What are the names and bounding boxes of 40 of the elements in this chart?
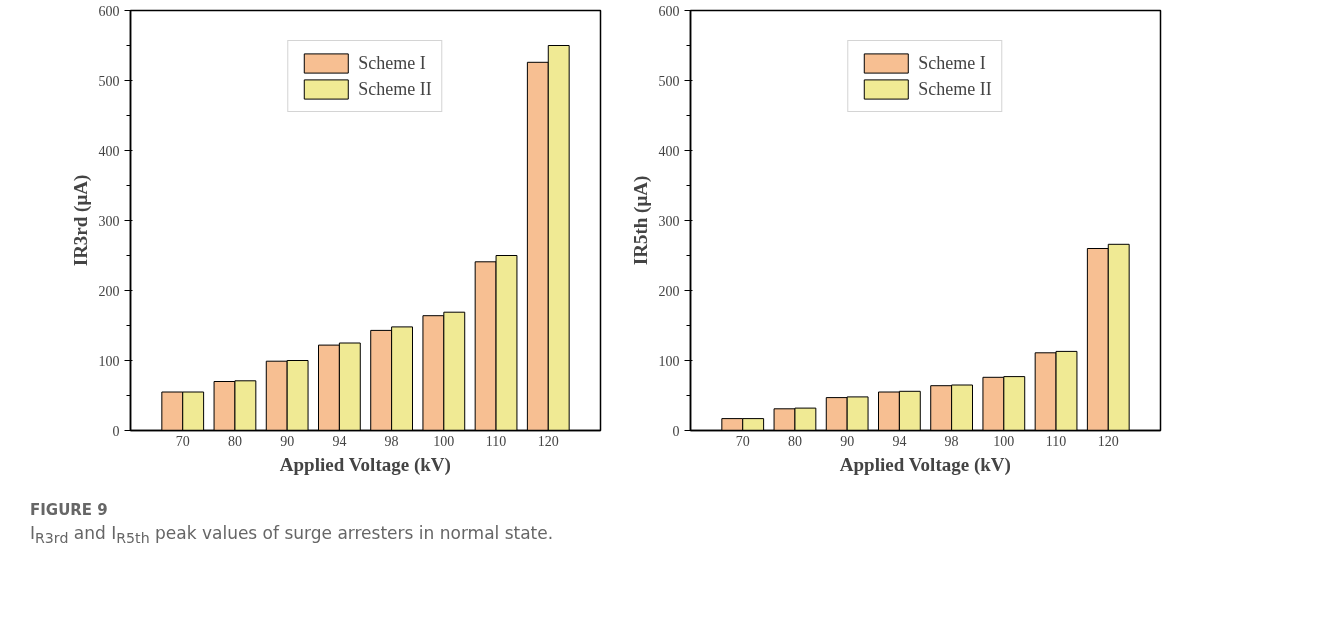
caption: FIGURE 9 <box>30 500 108 521</box>
x-tick-label: 70 <box>175 433 190 449</box>
y-axis-title: IR5th (μA) <box>629 175 652 266</box>
x-tick-label: 70 <box>735 433 750 449</box>
x-axis-title: Applied Voltage (kV) <box>279 453 451 476</box>
legend-label: Scheme I <box>918 52 986 74</box>
y-tick-label: 600 <box>658 3 680 19</box>
y-tick-label: 400 <box>658 143 680 159</box>
x-axis-title: Applied Voltage (kV) <box>839 453 1011 476</box>
x-tick-label: 98 <box>944 433 959 449</box>
y-tick-label: 300 <box>658 213 680 229</box>
y-tick-label: 0 <box>112 423 120 439</box>
y-tick-label: 200 <box>98 283 120 299</box>
x-tick-label: 110 <box>1045 433 1067 449</box>
y-tick-label: 500 <box>658 73 680 89</box>
y-axis-title: IR3rd (μA) <box>69 174 92 267</box>
x-tick-label: 80 <box>787 433 802 449</box>
y-tick-label: 100 <box>658 353 680 369</box>
y-tick-label: 0 <box>672 423 680 439</box>
text: I$_{R3rd}$ and I$_{R5th}$ peak values of surge arresters in normal state. <box>30 522 554 549</box>
x-tick-label: 94 <box>332 433 347 449</box>
legend-label: Scheme I <box>358 52 426 74</box>
x-tick-label: 98 <box>384 433 399 449</box>
y-tick-label: 200 <box>658 283 680 299</box>
x-tick-label: 120 <box>1097 433 1119 449</box>
x-tick-label: 110 <box>485 433 507 449</box>
y-tick-label: 300 <box>98 213 120 229</box>
x-tick-label: 100 <box>433 433 455 449</box>
x-tick-label: 94 <box>892 433 907 449</box>
legend-label: Scheme II <box>918 78 992 100</box>
legend-label: Scheme II <box>358 78 432 100</box>
x-tick-label: 120 <box>537 433 559 449</box>
x-tick-label: 80 <box>227 433 242 449</box>
x-tick-label: 90 <box>840 433 855 449</box>
x-tick-label: 90 <box>280 433 295 449</box>
y-tick-label: 600 <box>98 3 120 19</box>
y-tick-label: 400 <box>98 143 120 159</box>
y-tick-label: 500 <box>98 73 120 89</box>
x-tick-label: 100 <box>993 433 1015 449</box>
y-tick-label: 100 <box>98 353 120 369</box>
